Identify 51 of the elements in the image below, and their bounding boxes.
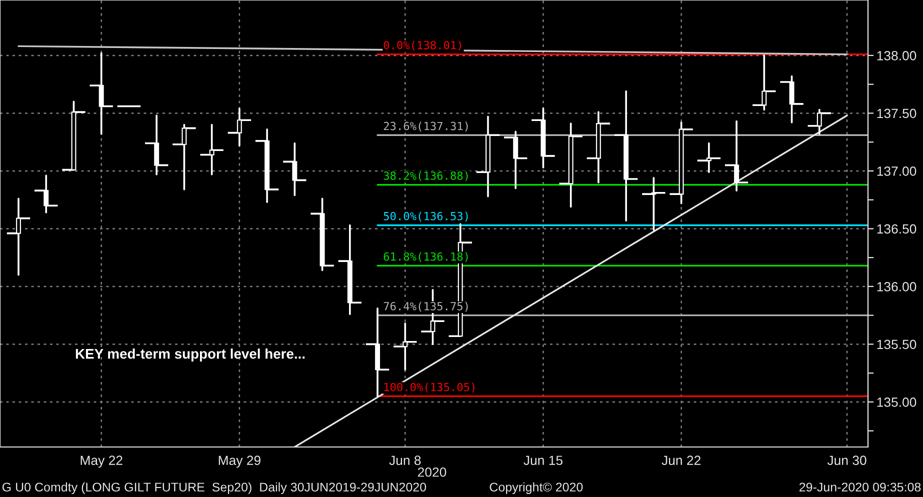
candlestick (586, 111, 611, 184)
text: Copyright© 2020 (490, 482, 583, 494)
ref-line-label: 50.0%(136.53) (384, 212, 468, 222)
ref-line-label: 0.0%(138.01) (384, 40, 462, 51)
candlestick (254, 128, 280, 204)
candlestick (6, 198, 32, 276)
candlestick (226, 108, 252, 146)
y-tick-label: 137.00 (877, 166, 916, 176)
candlestick (724, 120, 750, 192)
candlestick (34, 174, 59, 214)
candlestick (172, 124, 197, 190)
ref-line-label: 76.4%(135.75) (384, 302, 468, 312)
y-tick-label: 137.50 (877, 108, 916, 118)
candlestick (614, 90, 639, 222)
candlestick (144, 114, 170, 176)
candlestick (310, 198, 335, 272)
x-tick-label: May 22 (80, 456, 122, 468)
x-tick-label: Jun 30 (827, 456, 866, 466)
candlestick (199, 124, 224, 176)
candlestick (392, 322, 418, 371)
candlestick (641, 176, 666, 231)
ref-line-label: 61.8%(136.18) (384, 252, 468, 262)
candlestick (88, 52, 114, 135)
text: 29-Jun-2020 09:35:08 (799, 482, 921, 492)
candlestick (475, 116, 500, 198)
y-tick-label: 135.50 (877, 340, 916, 350)
candlestick (668, 122, 694, 204)
candlestick (503, 130, 528, 190)
annotation: KEY med-term support level here... (76, 348, 305, 362)
candlestick (61, 100, 86, 171)
candlestick (282, 142, 308, 196)
x-tick-label: May 29 (218, 456, 260, 468)
y-tick-label: 135.00 (877, 398, 916, 407)
ref-line-label: 38.2%(136.88) (384, 171, 468, 182)
y-tick-label: 136.50 (877, 224, 916, 234)
candlestick (806, 108, 832, 135)
x-tick-label: Jun 8 (389, 456, 421, 466)
candlestick (779, 75, 804, 124)
candlestick (530, 108, 556, 168)
y-tick-label: 136.00 (877, 282, 916, 292)
candlestick (696, 142, 722, 174)
x-tick-label: Jun 15 (524, 456, 562, 466)
candlestick (337, 224, 362, 316)
ref-line-label: 100.0%(135.05) (384, 382, 474, 393)
candlestick (558, 122, 584, 208)
ref-line-label: 23.6%(137.31) (384, 122, 468, 132)
y-tick-label: 138.00 (877, 51, 916, 60)
candlestick (752, 54, 777, 111)
x-tick-label: Jun 22 (662, 456, 700, 466)
text: G U0 Comdty (LONG GILT FUTURE Sep20) Daily 30JUN2019-29JUN2020 (2, 482, 426, 494)
x-axis-title: 2020 (418, 467, 446, 477)
